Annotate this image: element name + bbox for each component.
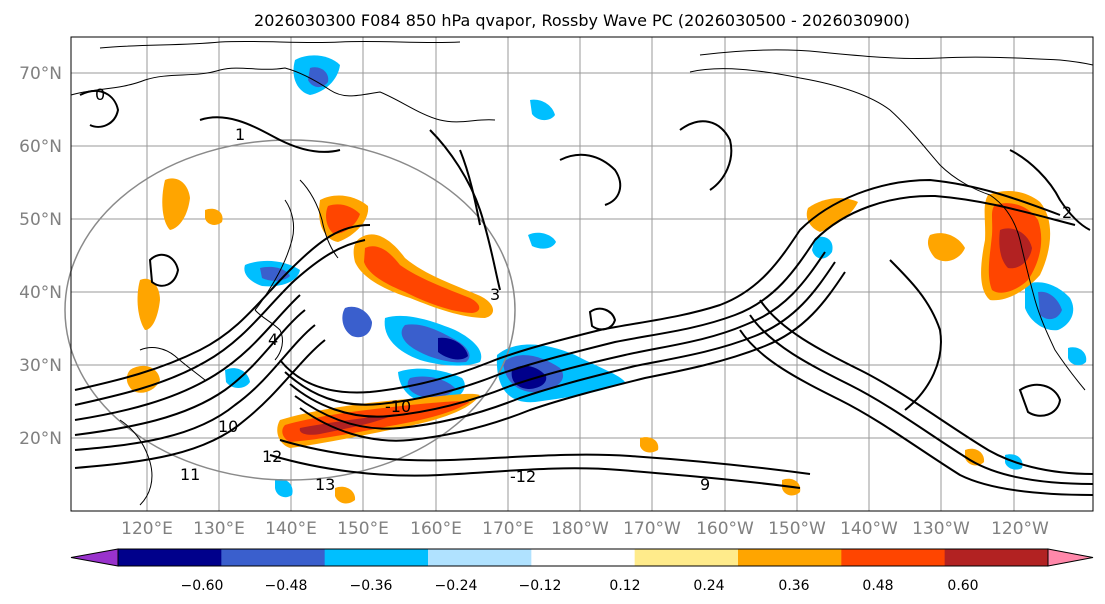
contour-label: 2: [1062, 203, 1072, 222]
contour-lines: [74, 90, 1094, 496]
colorbar-tick-label: 0.60: [947, 578, 978, 594]
lon-label: 120°W: [991, 519, 1049, 539]
colorbar-tick-label: 0.24: [693, 578, 724, 594]
lon-label: 140°W: [840, 519, 898, 539]
colorbar-arrow-min: [70, 548, 119, 567]
lat-label: 60°N: [19, 137, 62, 157]
contour-label: -12: [510, 467, 536, 486]
colorbar-tick-label: −0.36: [350, 578, 393, 594]
contour-label: 9: [700, 475, 710, 494]
contour-label: 4: [268, 330, 278, 349]
lon-label: 170°E: [482, 519, 534, 539]
latitude-labels: 70°N 60°N 50°N 40°N 30°N 20°N: [19, 64, 62, 449]
lat-label: 30°N: [19, 356, 62, 376]
colorbar-cell: [428, 549, 532, 566]
lon-label: 160°W: [696, 519, 754, 539]
region-outlines: [64, 139, 516, 481]
contour-label: 3: [490, 285, 500, 304]
lon-label: 130°E: [193, 519, 245, 539]
colorbar-tick-label: 0.48: [862, 578, 893, 594]
colorbar-cell: [118, 549, 222, 566]
colorbar-cell: [531, 549, 636, 566]
colorbar-cells: [70, 548, 1094, 567]
colorbar-cell: [841, 549, 946, 566]
colorbar-tick-label: −0.12: [519, 578, 562, 594]
contour-label-group: 0 1 2 3 4 9 10 11 12 13 -10 -12: [95, 85, 1072, 494]
longitude-labels: 120°E 130°E 140°E 150°E 160°E 170°E 180°…: [121, 519, 1049, 539]
lon-label: 170°W: [623, 519, 681, 539]
gridlines: [71, 37, 1093, 511]
colorbar-tick-label: −0.60: [181, 578, 224, 594]
colorbar-tick-label: 0.36: [778, 578, 809, 594]
contour-label: -10: [385, 397, 411, 416]
coastlines: [70, 40, 1094, 506]
lon-label: 140°E: [265, 519, 317, 539]
colorbar-cell: [738, 549, 842, 566]
colorbar-ticks: −0.60 −0.48 −0.36 −0.24 −0.12 0.12 0.24 …: [181, 578, 979, 594]
contour-label: 1: [235, 125, 245, 144]
lon-label: 150°W: [768, 519, 826, 539]
contour-label: 10: [218, 417, 238, 436]
colorbar-arrow-max: [1047, 548, 1094, 567]
map-panel: 0 1 2 3 4 9 10 11 12 13 -10 -12: [64, 36, 1094, 512]
colorbar-cell: [634, 549, 739, 566]
lat-label: 20°N: [19, 429, 62, 449]
colorbar: −0.60 −0.48 −0.36 −0.24 −0.12 0.12 0.24 …: [70, 548, 1094, 594]
colorbar-tick-label: −0.24: [435, 578, 478, 594]
lat-label: 70°N: [19, 64, 62, 84]
figure-title: 2026030300 F084 850 hPa qvapor, Rossby W…: [254, 11, 910, 30]
lat-label: 50°N: [19, 210, 62, 230]
contour-label: 11: [180, 465, 200, 484]
colorbar-cell: [221, 549, 326, 566]
lon-label: 180°W: [551, 519, 609, 539]
lon-label: 150°E: [337, 519, 389, 539]
lon-label: 130°W: [912, 519, 970, 539]
colorbar-tick-label: −0.48: [265, 578, 308, 594]
colorbar-outline: [117, 548, 1049, 567]
contour-label: 0: [95, 85, 105, 104]
lat-label: 40°N: [19, 283, 62, 303]
colorbar-cell: [944, 549, 1049, 566]
colorbar-cell: [324, 549, 429, 566]
colorbar-tick-label: 0.12: [609, 578, 640, 594]
contour-label: 12: [262, 447, 282, 466]
lon-label: 160°E: [410, 519, 462, 539]
lon-label: 120°E: [121, 519, 173, 539]
contour-label: 13: [315, 475, 335, 494]
